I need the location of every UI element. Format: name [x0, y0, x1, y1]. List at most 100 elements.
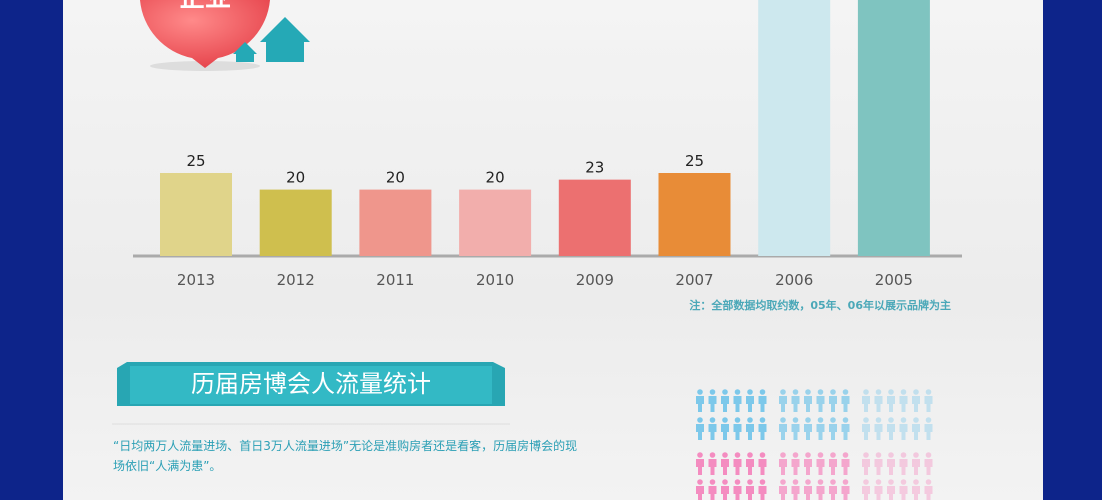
person-body	[758, 486, 767, 500]
person-head	[747, 389, 753, 395]
person-head	[817, 479, 824, 485]
person-body	[912, 486, 920, 500]
person-body	[862, 396, 870, 412]
x-tick-label: 2007	[675, 271, 713, 289]
person-body	[758, 424, 767, 440]
person-head	[759, 417, 766, 423]
value-label: 20	[486, 169, 505, 187]
person-body	[779, 396, 787, 412]
person-body	[899, 424, 908, 440]
person-head	[722, 417, 728, 423]
person-head	[888, 452, 894, 458]
person-head	[842, 389, 849, 395]
person-body	[816, 459, 825, 475]
person-body	[746, 424, 754, 440]
person-body	[841, 486, 850, 500]
person-body	[791, 459, 800, 475]
person-head	[863, 452, 869, 458]
person-head	[863, 389, 869, 395]
person-head	[734, 389, 741, 395]
person-body	[887, 486, 895, 500]
person-body	[899, 396, 908, 412]
person-head	[697, 479, 703, 485]
person-body	[791, 396, 800, 412]
person-body	[804, 459, 812, 475]
person-head	[747, 452, 753, 458]
person-head	[817, 452, 824, 458]
person-body	[758, 396, 767, 412]
person-body	[912, 396, 920, 412]
person-body	[816, 424, 825, 440]
person-head	[792, 479, 799, 485]
x-tick-label: 2013	[177, 271, 215, 289]
person-body	[721, 459, 729, 475]
person-head	[722, 452, 728, 458]
person-body	[733, 424, 742, 440]
person-head	[709, 389, 716, 395]
person-body	[733, 459, 742, 475]
person-body	[816, 486, 825, 500]
person-body	[708, 459, 717, 475]
x-tick-label: 2011	[376, 271, 414, 289]
person-body	[862, 424, 870, 440]
person-body	[804, 424, 812, 440]
person-body	[816, 396, 825, 412]
person-head	[709, 479, 716, 485]
person-head	[925, 452, 932, 458]
person-head	[780, 389, 786, 395]
person-head	[842, 479, 849, 485]
person-body	[874, 459, 883, 475]
person-body	[887, 396, 895, 412]
person-head	[842, 417, 849, 423]
person-head	[925, 389, 932, 395]
person-body	[804, 486, 812, 500]
badge	[140, 0, 270, 68]
person-head	[734, 417, 741, 423]
person-head	[805, 452, 811, 458]
x-tick-label: 2010	[476, 271, 514, 289]
person-head	[792, 389, 799, 395]
person-body	[829, 424, 837, 440]
person-head	[792, 417, 799, 423]
person-body	[841, 424, 850, 440]
person-head	[900, 389, 907, 395]
person-body	[721, 424, 729, 440]
person-body	[874, 424, 883, 440]
value-label: 25	[685, 152, 704, 170]
person-body	[791, 424, 800, 440]
person-head	[759, 452, 766, 458]
person-head	[888, 389, 894, 395]
person-head	[900, 452, 907, 458]
person-head	[709, 417, 716, 423]
person-body	[899, 486, 908, 500]
value-label: 23	[585, 159, 604, 177]
person-head	[925, 479, 932, 485]
person-body	[696, 459, 704, 475]
person-body	[887, 459, 895, 475]
section-title: 历届房博会人流量统计	[191, 370, 431, 398]
bar	[558, 179, 631, 256]
person-head	[875, 452, 882, 458]
person-head	[875, 417, 882, 423]
person-body	[829, 459, 837, 475]
bar	[758, 0, 831, 257]
value-label: 20	[286, 169, 305, 187]
person-head	[805, 389, 811, 395]
bar	[459, 189, 532, 256]
person-head	[900, 417, 907, 423]
person-head	[863, 417, 869, 423]
person-head	[709, 452, 716, 458]
banner-face	[130, 366, 492, 404]
person-body	[708, 486, 717, 500]
person-body	[924, 486, 933, 500]
person-head	[830, 417, 836, 423]
person-body	[841, 396, 850, 412]
person-body	[791, 486, 800, 500]
person-body	[746, 396, 754, 412]
person-body	[912, 459, 920, 475]
person-head	[913, 389, 919, 395]
person-body	[874, 396, 883, 412]
person-head	[722, 389, 728, 395]
person-head	[888, 417, 894, 423]
person-head	[830, 389, 836, 395]
